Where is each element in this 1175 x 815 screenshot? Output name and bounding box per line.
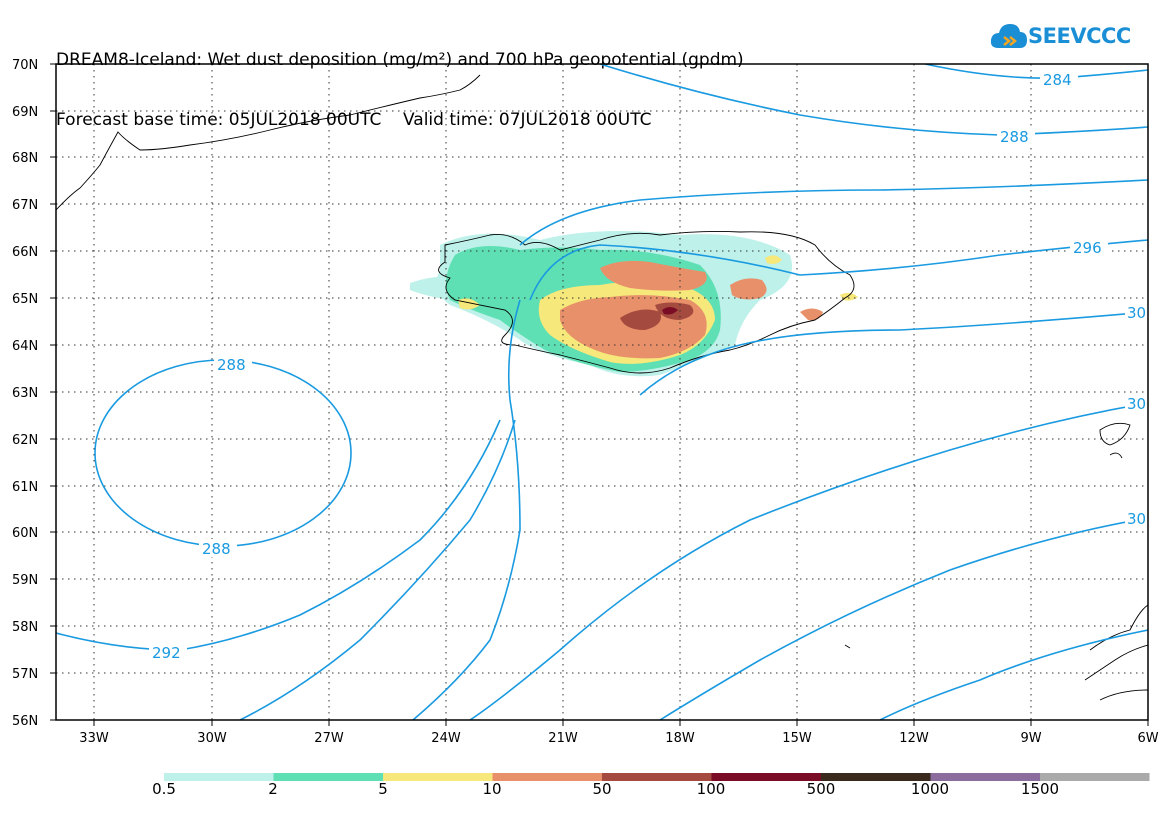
isoline-labels: 284 288 296 30 30 30 288 288 292 [149, 70, 1151, 662]
lat-label: 60N [12, 526, 38, 541]
latitude-labels: 70N 69N 68N 67N 66N 65N 64N 63N 62N 61N … [12, 58, 38, 729]
lon-label: 6W [1137, 731, 1158, 746]
lat-label: 58N [12, 620, 38, 635]
lat-lon-grid [56, 64, 1148, 720]
lat-label: 56N [12, 714, 38, 729]
legend-swatch [821, 773, 931, 781]
legend-label: 5 [378, 780, 388, 798]
lat-label: 64N [12, 339, 38, 354]
legend-swatch [164, 773, 274, 781]
coastlines [56, 74, 1148, 701]
scotland-coast [1084, 604, 1148, 701]
iso-label-288-low-top: 288 [217, 356, 246, 374]
lat-label: 62N [12, 433, 38, 448]
lon-label: 24W [431, 731, 461, 746]
lon-label: 27W [314, 731, 344, 746]
iceland-coast [438, 230, 855, 374]
lon-label: 33W [79, 731, 109, 746]
lon-label: 15W [782, 731, 812, 746]
lat-label: 61N [12, 480, 38, 495]
lat-label: 67N [12, 198, 38, 213]
map-title: DREAM8-Iceland: Wet dust deposition (mg/… [56, 50, 744, 70]
logo-text: SEEVCCC [1028, 24, 1131, 48]
axis-ticks [50, 63, 1149, 726]
iso-label-30b: 30 [1127, 395, 1146, 413]
legend-label: 50 [592, 780, 612, 798]
iso-label-288-low-bottom: 288 [202, 540, 231, 558]
legend-swatch [602, 773, 712, 781]
lat-label: 68N [12, 151, 38, 166]
lat-label: 69N [12, 105, 38, 120]
legend-colorbar [164, 773, 1150, 781]
geopotential-isolines [56, 64, 1148, 720]
legend-swatch [383, 773, 493, 781]
seevccc-logo: SEEVCCC [990, 20, 1140, 58]
iso-label-284: 284 [1043, 71, 1072, 89]
lon-label: 21W [548, 731, 578, 746]
legend-swatch [273, 773, 383, 781]
lat-label: 57N [12, 667, 38, 682]
dust-deposition-field [410, 231, 858, 377]
legend-swatch [1040, 773, 1150, 781]
map-header: DREAM8-Iceland: Wet dust deposition (mg/… [56, 10, 744, 150]
legend-label: 500 [806, 780, 836, 798]
lon-label: 30W [197, 731, 227, 746]
forecast-times: Forecast base time: 05JUL2018 00UTC Vali… [56, 110, 652, 130]
legend-label: 2 [268, 780, 278, 798]
legend-swatch [492, 773, 602, 781]
legend-label: 0.5 [152, 780, 176, 798]
lat-label: 63N [12, 386, 38, 401]
legend-label: 1500 [1020, 780, 1060, 798]
faroe-coast [1099, 422, 1131, 459]
iso-label-30c: 30 [1127, 510, 1146, 528]
greenland-coast [56, 74, 481, 211]
lat-label: 59N [12, 573, 38, 588]
lon-label: 9W [1020, 731, 1041, 746]
legend-label: 10 [482, 780, 502, 798]
lon-label: 18W [665, 731, 695, 746]
legend-swatch [711, 773, 821, 781]
lon-label: 12W [899, 731, 929, 746]
iso-label-30a: 30 [1127, 304, 1146, 322]
longitude-labels: 33W 30W 27W 24W 21W 18W 15W 12W 9W 6W [79, 731, 1158, 746]
iso-label-296: 296 [1073, 239, 1102, 257]
legend-label: 100 [696, 780, 726, 798]
cloud-icon [990, 24, 1027, 48]
legend-label: 1000 [910, 780, 950, 798]
lat-label: 70N [12, 58, 38, 73]
lat-label: 66N [12, 245, 38, 260]
iso-label-292: 292 [152, 644, 181, 662]
iso-label-288-north: 288 [1000, 128, 1029, 146]
legend-swatch [930, 773, 1040, 781]
lat-label: 65N [12, 292, 38, 307]
